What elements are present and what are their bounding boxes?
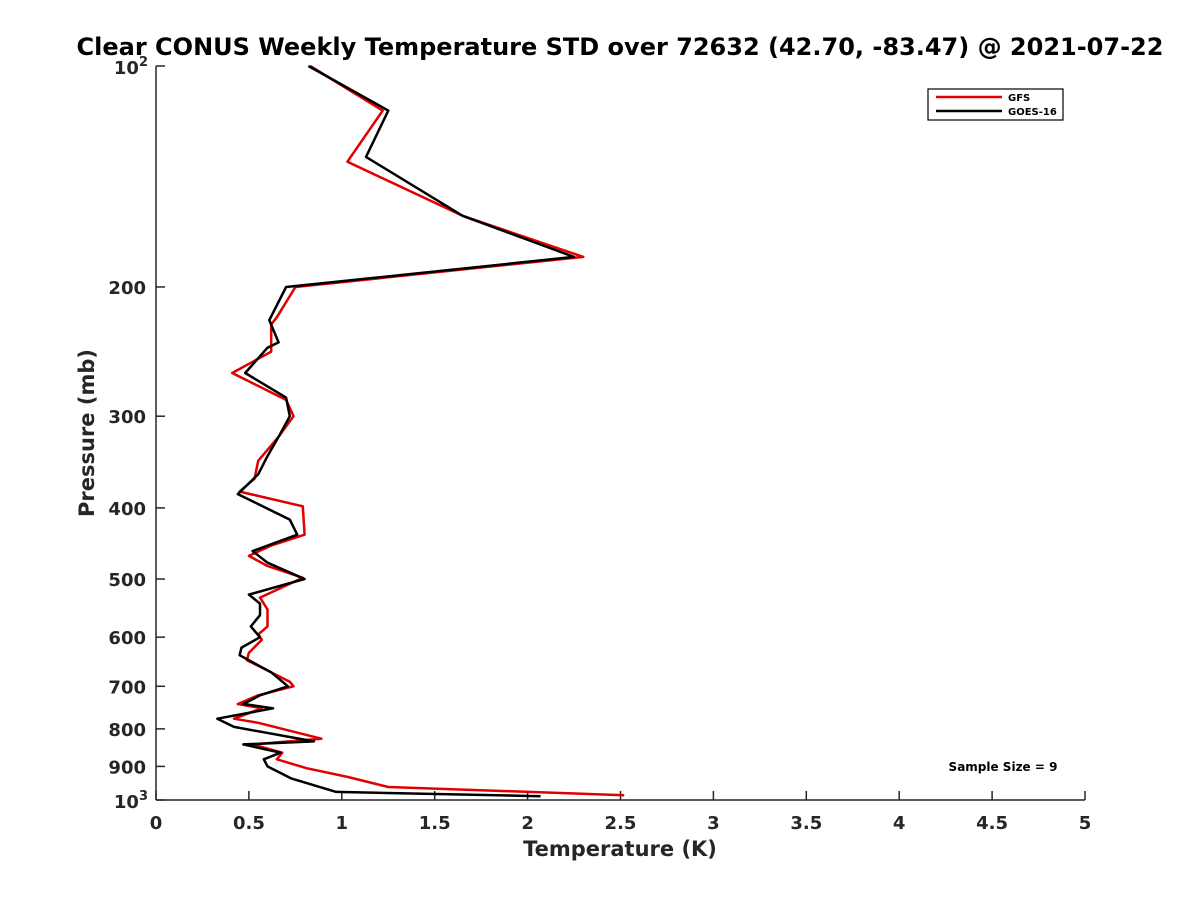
x-tick-label: 1.5 — [419, 813, 451, 834]
x-tick-label: 0.5 — [233, 813, 265, 834]
legend: GFS GOES-16 — [927, 88, 1064, 121]
plot-lines — [216, 64, 625, 798]
y-tick-label: 400 — [108, 499, 146, 520]
y-tick-label: 300 — [108, 407, 146, 428]
chart-title: Clear CONUS Weekly Temperature STD over … — [77, 33, 1164, 61]
x-tick-label: 2.5 — [605, 813, 637, 834]
y-axis-label: Pressure (mb) — [75, 349, 99, 517]
x-tick-label: 0 — [150, 813, 163, 834]
y-tick-label: 900 — [108, 757, 146, 778]
y-tick-label: 800 — [108, 720, 146, 741]
x-tick-label: 3 — [707, 813, 720, 834]
y-tick-label: 200 — [108, 278, 146, 299]
x-tick-label: 2 — [521, 813, 534, 834]
x-axis-label: Temperature (K) — [523, 837, 717, 861]
x-tick-label: 5 — [1079, 813, 1092, 834]
series-line-goes-16 — [216, 64, 576, 798]
y-tick-label: 700 — [108, 677, 146, 698]
y-tick-label: 102 — [114, 55, 148, 79]
x-tick-label: 4 — [893, 813, 906, 834]
y-tick-label: 500 — [108, 570, 146, 591]
legend-box — [927, 88, 1064, 121]
legend-entry: GOES-16 — [1008, 107, 1057, 118]
y-tick-label: 103 — [114, 789, 148, 813]
sample-size-annotation: Sample Size = 9 — [949, 760, 1058, 774]
y-tick-label: 600 — [108, 628, 146, 649]
x-tick-label: 1 — [336, 813, 349, 834]
legend-entry: GFS — [1008, 93, 1030, 104]
x-tick-label: 4.5 — [976, 813, 1008, 834]
x-tick-label: 3.5 — [790, 813, 822, 834]
series-line-gfs — [230, 64, 625, 797]
axes: 0 0.5 1 1.5 2 2.5 3 3.5 4 4.5 5 102 200 300 400 500 600 7… — [108, 55, 1091, 834]
